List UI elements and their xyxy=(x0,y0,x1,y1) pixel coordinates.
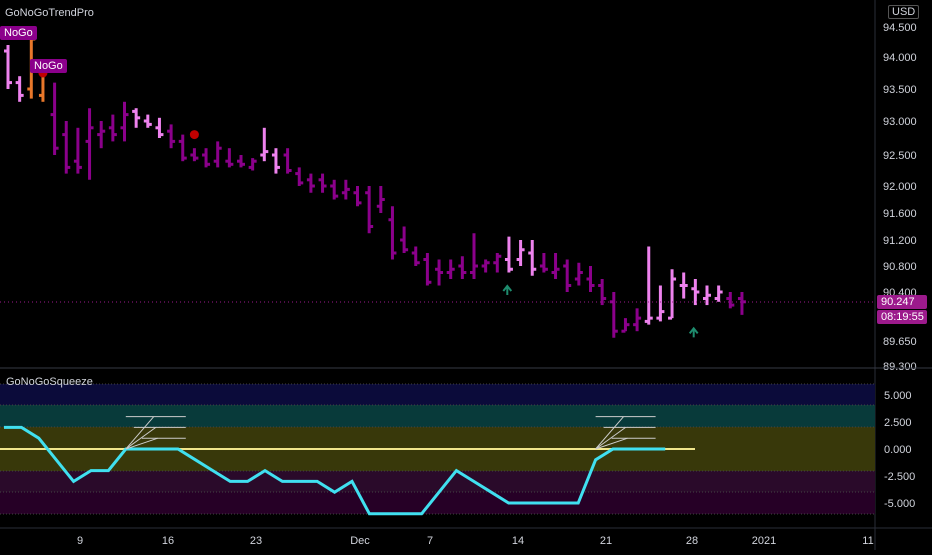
nogo-badge-1: NoGo xyxy=(0,26,37,40)
go-arrow-marker xyxy=(502,284,513,295)
squeeze-tick-label: 2.500 xyxy=(884,417,912,429)
price-tick-label: 91.600 xyxy=(883,208,917,220)
price-tick-label: 90.800 xyxy=(883,261,917,273)
squeeze-ladder-leg xyxy=(595,416,624,450)
go-arrow-marker xyxy=(688,326,699,338)
squeeze-ladder-leg xyxy=(595,437,628,450)
squeeze-band xyxy=(0,471,875,492)
squeeze-line xyxy=(4,425,666,516)
time-axis-label: 9 xyxy=(77,535,83,547)
squeeze-band xyxy=(0,492,875,514)
squeeze-band xyxy=(0,405,875,427)
time-axis-label: 16 xyxy=(162,535,174,547)
price-tick-label: 92.000 xyxy=(883,181,917,193)
time-axis-label: 23 xyxy=(250,535,262,547)
time-axis-label: 11 xyxy=(862,535,873,547)
price-tick-label: 89.650 xyxy=(883,336,917,348)
time-axis-label: Dec xyxy=(350,535,370,547)
time-axis-label: 2021 xyxy=(752,535,776,547)
squeeze-band xyxy=(0,384,875,405)
countdown-badge: 08:19:55 xyxy=(877,310,927,324)
price-tick-label: 93.500 xyxy=(883,84,917,96)
squeeze-ladder-leg xyxy=(125,426,157,450)
last-price-badge: 90.247 xyxy=(877,295,927,309)
price-tick-label: 94.000 xyxy=(883,52,917,64)
time-axis-label: 21 xyxy=(600,535,612,547)
squeeze-ladder-leg xyxy=(125,416,155,450)
squeeze-indicator-label: GoNoGoSqueeze xyxy=(6,376,93,388)
nogo-badge-2: NoGo xyxy=(30,59,67,73)
price-tick-label: 94.500 xyxy=(883,22,917,34)
squeeze-ladder-leg xyxy=(595,426,626,450)
squeeze-tick-label: 0.000 xyxy=(884,444,912,456)
price-tick-label: 89.300 xyxy=(883,361,917,373)
time-axis-label: 14 xyxy=(512,535,524,547)
time-axis-label: 7 xyxy=(427,535,433,547)
price-tick-label: 92.500 xyxy=(883,150,917,162)
squeeze-tick-label: 5.000 xyxy=(884,390,912,402)
nogo-dot-marker xyxy=(189,130,199,140)
price-tick-label: 91.200 xyxy=(883,235,917,247)
main-indicator-label: GoNoGoTrendPro xyxy=(5,7,94,19)
squeeze-tick-label: -5.000 xyxy=(884,498,915,510)
price-tick-label: 93.000 xyxy=(883,116,917,128)
currency-label[interactable]: USD xyxy=(888,5,920,19)
time-axis-label: 28 xyxy=(686,535,698,547)
squeeze-tick-label: -2.500 xyxy=(884,471,915,483)
squeeze-ladder-leg xyxy=(125,437,158,450)
